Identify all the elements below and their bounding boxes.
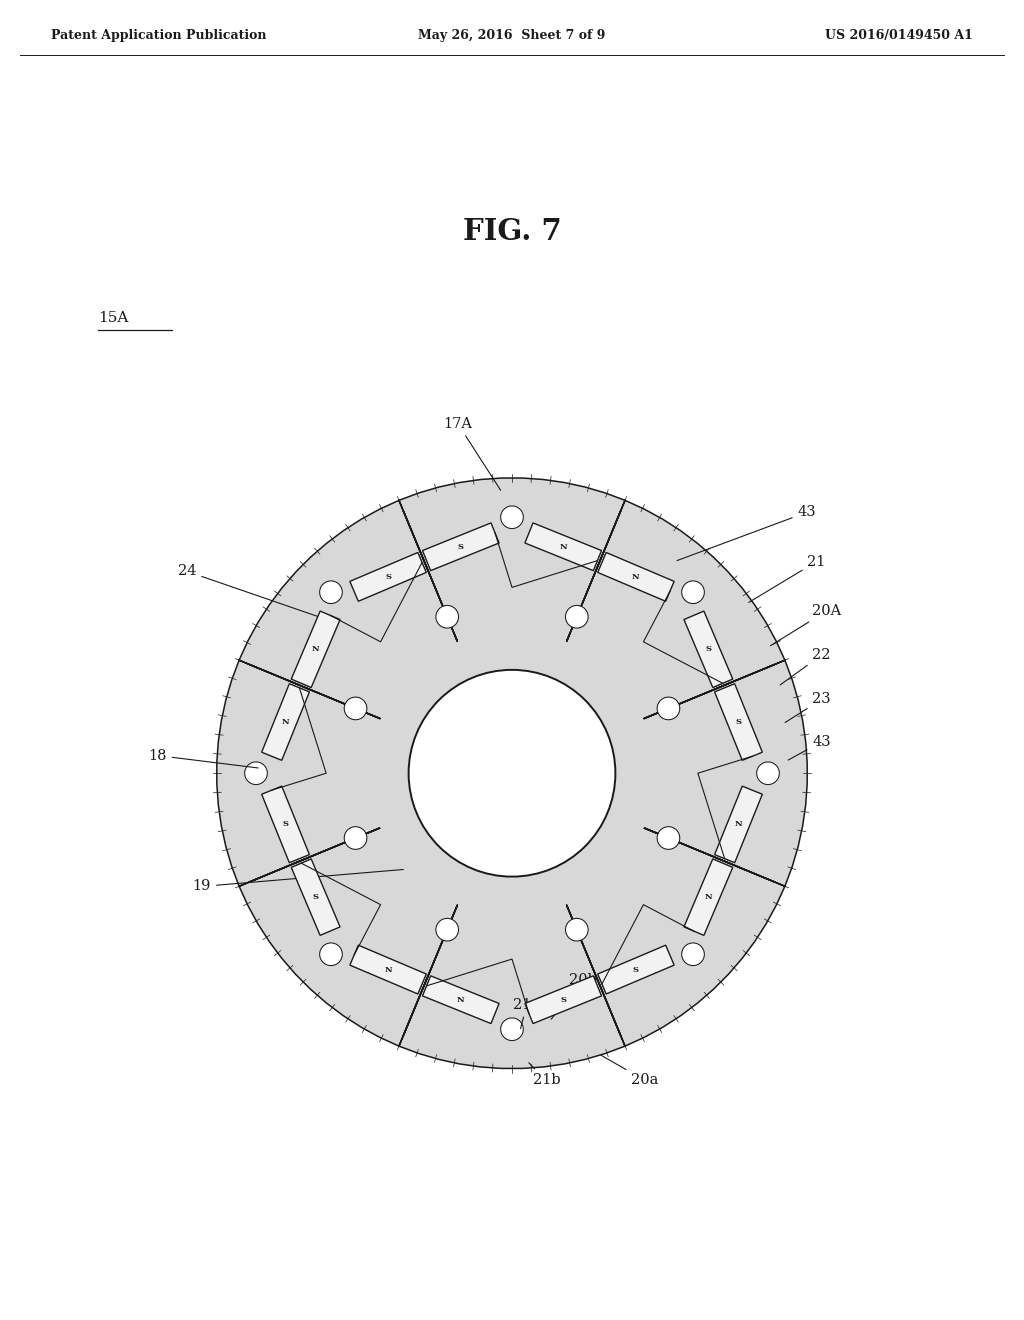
Text: 22: 22 <box>780 648 830 685</box>
Text: 17A: 17A <box>443 417 501 490</box>
Text: US 2016/0149450 A1: US 2016/0149450 A1 <box>825 29 973 42</box>
Text: S: S <box>385 573 391 581</box>
Text: S: S <box>458 543 464 550</box>
Text: 43: 43 <box>677 506 816 561</box>
Polygon shape <box>715 787 762 863</box>
Text: FIG. 7: FIG. 7 <box>463 218 561 247</box>
Text: N: N <box>384 965 392 974</box>
Circle shape <box>565 606 588 628</box>
Polygon shape <box>598 553 674 602</box>
Text: 21b: 21b <box>528 1063 560 1088</box>
Text: S: S <box>706 645 712 653</box>
Text: N: N <box>705 894 712 902</box>
Text: S: S <box>560 995 566 1003</box>
Polygon shape <box>262 684 309 760</box>
Circle shape <box>436 919 459 941</box>
Text: 21a: 21a <box>513 998 541 1028</box>
Text: 24: 24 <box>178 565 328 619</box>
Text: S: S <box>283 821 289 829</box>
Polygon shape <box>217 478 807 1068</box>
Polygon shape <box>525 523 601 570</box>
Circle shape <box>344 697 367 719</box>
Circle shape <box>682 942 705 965</box>
Text: S: S <box>735 718 741 726</box>
Polygon shape <box>423 975 499 1023</box>
Circle shape <box>319 581 342 603</box>
Polygon shape <box>262 787 309 863</box>
Text: 23: 23 <box>785 693 830 722</box>
Text: 20A: 20A <box>770 603 842 645</box>
Text: 19: 19 <box>193 870 403 894</box>
Polygon shape <box>715 684 762 760</box>
Text: 15A: 15A <box>98 312 129 325</box>
Text: 18: 18 <box>148 748 258 768</box>
Text: 43: 43 <box>788 735 830 760</box>
Polygon shape <box>350 945 426 994</box>
Text: S: S <box>312 894 318 902</box>
Polygon shape <box>684 859 733 936</box>
Polygon shape <box>598 945 674 994</box>
Text: 20b: 20b <box>551 973 597 1019</box>
Text: N: N <box>734 821 742 829</box>
Text: Patent Application Publication: Patent Application Publication <box>51 29 266 42</box>
Circle shape <box>501 506 523 528</box>
Circle shape <box>757 762 779 784</box>
Circle shape <box>344 826 367 849</box>
Polygon shape <box>423 523 499 570</box>
Polygon shape <box>291 859 340 936</box>
Circle shape <box>657 826 680 849</box>
Text: 21: 21 <box>749 554 825 602</box>
Circle shape <box>319 942 342 965</box>
Text: N: N <box>457 995 465 1003</box>
Circle shape <box>565 919 588 941</box>
Text: N: N <box>632 573 640 581</box>
Polygon shape <box>684 611 733 688</box>
Polygon shape <box>291 611 340 688</box>
Polygon shape <box>525 975 601 1023</box>
Text: N: N <box>559 543 567 550</box>
Text: N: N <box>282 718 290 726</box>
Circle shape <box>657 697 680 719</box>
Circle shape <box>682 581 705 603</box>
Circle shape <box>245 762 267 784</box>
Text: S: S <box>633 965 639 974</box>
Circle shape <box>501 1018 523 1040</box>
Circle shape <box>409 669 615 876</box>
Text: 20a: 20a <box>601 1055 658 1088</box>
Text: N: N <box>312 645 319 653</box>
Text: May 26, 2016  Sheet 7 of 9: May 26, 2016 Sheet 7 of 9 <box>419 29 605 42</box>
Circle shape <box>436 606 459 628</box>
Polygon shape <box>350 553 426 602</box>
